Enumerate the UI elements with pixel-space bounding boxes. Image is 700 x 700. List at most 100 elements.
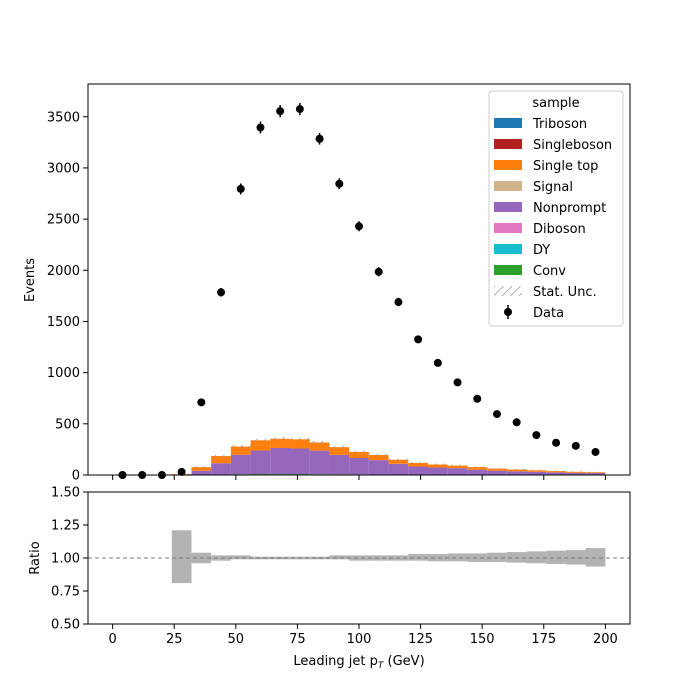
y-tick-label-3: 1500 [47,315,80,330]
data-point-14 [394,298,403,307]
x-tick-label-6: 150 [470,632,495,647]
ratio-band-20 [506,552,527,563]
bar-single-top-8 [270,438,291,448]
bar-nonprompt-17 [447,468,468,475]
bar-single-top-18 [467,467,488,470]
x-tick-label-7: 175 [531,632,556,647]
ratio-band [171,530,606,584]
stat-unc-19 [487,467,507,470]
ratio-band-15 [408,554,428,561]
bar-nonprompt-16 [427,467,448,475]
legend-single-top-swatch [494,160,522,170]
bar-nonprompt-13 [368,460,389,475]
ratio-band-19 [487,552,507,562]
data-point-8 [276,107,285,116]
data-point-6 [236,184,245,193]
stat-unc-15 [408,461,428,464]
x-axis-label-sub: T [378,661,385,671]
legend-triboson-label: Triboson [532,117,587,132]
stat-unc-20 [506,468,527,471]
bar-single-top-20 [506,469,527,472]
bar-single-top-14 [388,459,409,464]
bar-nonprompt-20 [506,471,527,475]
bar-nonprompt-9 [290,448,310,475]
stat-unc-24 [585,471,606,473]
bar-single-top-11 [329,447,350,455]
x-tick-label-4: 100 [347,632,372,647]
stat-unc-8 [270,437,291,441]
bar-nonprompt-14 [388,463,409,475]
data-point-13 [374,267,383,276]
x-tick-label-3: 75 [289,632,306,647]
bar-nonprompt-23 [565,472,586,475]
bar-single-top-15 [408,462,428,467]
data-point-20 [512,418,521,427]
y-tick-label-1: 500 [55,417,80,432]
bar-single-top-9 [290,439,310,449]
y-axis-label: Events [23,258,38,302]
bar-single-top-21 [526,470,547,472]
ratio-band-18 [467,553,488,562]
stat-unc-10 [309,440,330,445]
bar-single-top-22 [546,471,566,473]
bar-single-top-5 [211,456,231,464]
bar-single-top-4 [191,467,212,471]
ratio-y-axis-label: Ratio [28,541,43,574]
ratio-y-ticks: 0.50 0.75 1.00 1.25 1.50 [51,486,88,633]
data-point-5 [217,288,226,297]
legend-nonprompt-swatch [494,202,522,212]
data-point-11 [335,179,344,188]
legend-stat-unc-swatch [494,286,522,296]
legend-diboson-swatch [494,223,522,233]
data-point-4 [197,398,206,407]
stat-unc-band [171,437,606,475]
bar-nonprompt-18 [467,469,488,475]
y-tick-label-5: 2500 [47,213,80,228]
main-panel: 0 500 1000 1500 2000 2500 3000 3500 Events [23,83,631,484]
ratio-band-24 [585,548,606,567]
stat-unc-7 [250,438,271,442]
stat-unc-17 [447,464,468,467]
data-point-18 [473,394,482,403]
bar-single-top-7 [250,440,271,451]
legend-data-label: Data [533,306,564,321]
legend-nonprompt-label: Nonprompt [533,201,606,216]
ratio-band-16 [427,554,448,562]
ratio-band-6 [230,555,251,560]
bar-nonprompt-6 [230,454,251,475]
x-tick-label-5: 125 [408,632,433,647]
stat-unc-6 [230,445,251,449]
data-point-15 [414,335,423,344]
data-point-16 [433,358,442,367]
legend-single-top-label: Single top [533,159,598,174]
x-tick-label-1: 25 [166,632,183,647]
stat-unc-16 [427,463,448,466]
legend-conv-label: Conv [533,264,566,279]
ratio-y-tick-label-4: 1.50 [51,486,80,501]
ratio-band-11 [329,555,350,560]
x-tick-label-0: 0 [108,632,116,647]
bar-nonprompt-21 [526,471,547,475]
y-tick-label-0: 0 [72,469,80,484]
bar-nonprompt-12 [349,458,369,475]
y-tick-label-2: 1000 [47,366,80,381]
main-x-ticks [112,475,606,480]
legend-signal-swatch [494,181,522,191]
bar-nonprompt-19 [487,470,507,475]
bar-single-top-17 [447,465,468,469]
bar-nonprompt-10 [309,450,330,475]
data-point-12 [355,222,363,231]
x-tick-label-2: 50 [228,632,245,647]
data-point-7 [256,123,265,132]
bar-nonprompt-22 [546,472,566,475]
bar-nonprompt-15 [408,466,428,475]
bar-single-top-16 [427,464,448,468]
ratio-band-21 [526,551,547,564]
ratio-x-ticks: 0 25 50 75 100 125 150 175 200 [108,624,618,647]
bar-nonprompt-11 [329,454,350,475]
stat-unc-13 [368,453,389,457]
stacked-bars [171,438,606,475]
stat-unc-11 [329,445,350,449]
bar-single-top-12 [349,451,369,459]
stat-unc-14 [388,458,409,461]
